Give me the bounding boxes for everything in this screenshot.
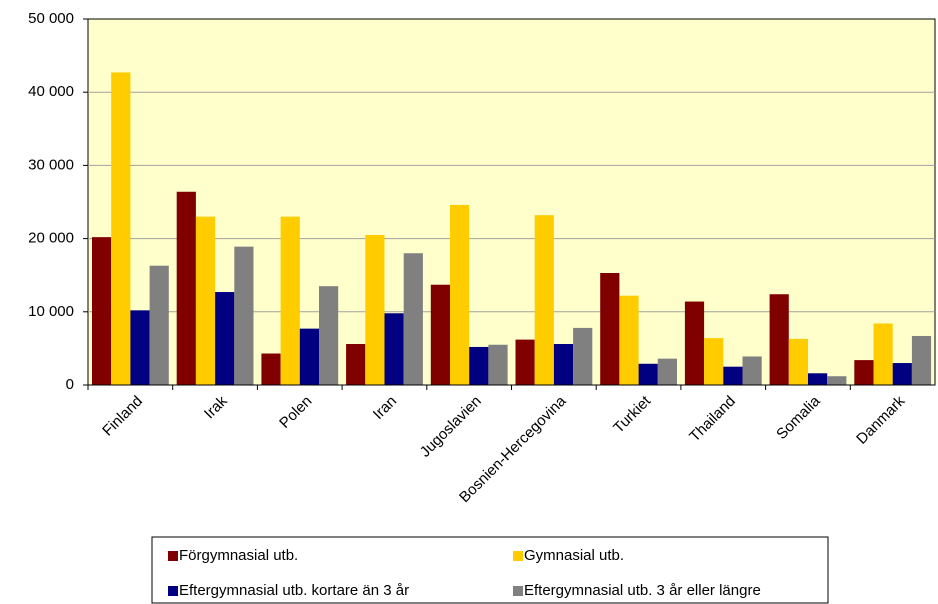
bar	[384, 313, 404, 385]
bar	[808, 373, 828, 385]
bar	[742, 356, 762, 385]
legend-swatch	[168, 551, 178, 561]
bar	[215, 292, 235, 385]
bar	[469, 346, 489, 385]
bar	[280, 216, 300, 385]
bar	[534, 215, 554, 385]
legend-label: Eftergymnasial utb. kortare än 3 år	[179, 582, 409, 599]
bar	[234, 246, 254, 385]
x-tick-label: Turkiet	[610, 392, 655, 437]
bar	[403, 253, 423, 385]
y-tick-label: 20 000	[28, 230, 74, 247]
x-tick-label: Danmark	[853, 392, 908, 447]
bar	[346, 344, 366, 385]
x-tick-label: Finland	[99, 393, 146, 440]
bar	[299, 328, 319, 385]
y-tick-label: 0	[66, 376, 74, 393]
y-tick-label: 10 000	[28, 303, 74, 320]
x-tick-label: Somalia	[773, 392, 824, 443]
bar	[600, 273, 620, 385]
bar	[788, 338, 808, 385]
x-tick-label: Iran	[370, 393, 400, 423]
bar	[488, 344, 508, 385]
bar	[365, 234, 385, 385]
bar	[573, 327, 593, 385]
bar	[515, 339, 535, 385]
legend-swatch	[513, 586, 523, 596]
legend-swatch	[168, 586, 178, 596]
legend-swatch	[513, 551, 523, 561]
bar	[111, 72, 131, 385]
bar	[704, 338, 724, 385]
bar	[130, 310, 150, 385]
bar	[723, 366, 743, 385]
bar	[261, 353, 281, 385]
x-tick-label: Thailand	[686, 393, 739, 446]
bar	[684, 301, 705, 385]
x-tick-label: Polen	[276, 393, 315, 432]
y-tick-label: 50 000	[28, 10, 74, 27]
bar	[827, 376, 847, 385]
bar	[149, 265, 169, 385]
bar	[769, 294, 789, 385]
legend-label: Förgymnasial utb.	[179, 547, 298, 564]
legend-label: Gymnasial utb.	[524, 547, 624, 564]
legend-label: Eftergymnasial utb. 3 år eller längre	[524, 582, 761, 599]
bar	[911, 335, 932, 385]
bar	[319, 286, 339, 385]
bar	[854, 360, 874, 385]
bar	[195, 216, 216, 385]
bar	[657, 358, 677, 385]
y-tick-label: 30 000	[28, 156, 74, 173]
bar	[873, 323, 893, 385]
bar	[430, 284, 450, 385]
x-tick-label: Jugoslavien	[417, 393, 485, 461]
bar	[638, 363, 658, 385]
bar	[892, 363, 912, 385]
bar	[92, 237, 112, 385]
bar	[553, 344, 574, 385]
x-tick-label: Irak	[201, 392, 231, 422]
bar	[619, 295, 639, 385]
bar	[450, 204, 470, 385]
bar	[176, 191, 196, 385]
y-tick-label: 40 000	[28, 83, 74, 100]
legend-box	[151, 536, 829, 604]
